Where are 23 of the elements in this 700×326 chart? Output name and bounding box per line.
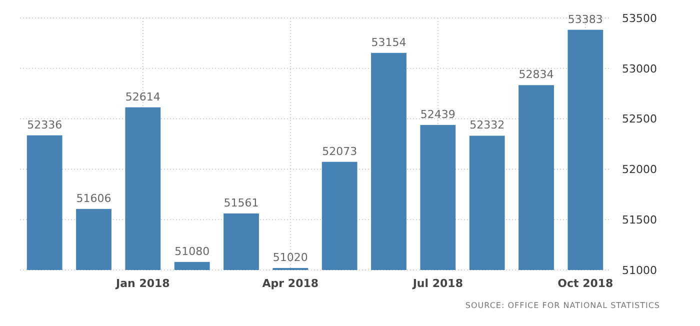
x-tick-label: Jul 2018 — [412, 277, 463, 290]
data-label: 53383 — [568, 12, 603, 26]
x-tick-label: Apr 2018 — [262, 277, 319, 290]
data-label: 51561 — [224, 196, 259, 210]
y-tick-label: 53000 — [622, 62, 657, 76]
data-label: 52614 — [125, 90, 160, 104]
y-tick-label: 53500 — [622, 12, 657, 25]
data-label: 51606 — [76, 192, 112, 205]
x-tick-label: Jan 2018 — [115, 277, 170, 290]
y-tick-label: 51500 — [622, 213, 657, 226]
data-label: 52834 — [518, 68, 554, 82]
source-note: SOURCE: OFFICE FOR NATIONAL STATISTICS — [465, 301, 660, 310]
data-label: 52336 — [27, 118, 62, 132]
data-label: 53154 — [371, 36, 406, 49]
y-tick-label: 52000 — [622, 163, 657, 176]
data-label: 51080 — [174, 244, 210, 258]
data-label: 51020 — [272, 250, 308, 264]
y-tick-label: 52500 — [622, 112, 657, 126]
data-label: 52073 — [322, 144, 358, 158]
data-label: 52332 — [470, 118, 505, 132]
x-tick-label: Oct 2018 — [558, 277, 614, 290]
y-tick-label: 51000 — [622, 264, 657, 277]
data-label: 52439 — [420, 108, 456, 121]
